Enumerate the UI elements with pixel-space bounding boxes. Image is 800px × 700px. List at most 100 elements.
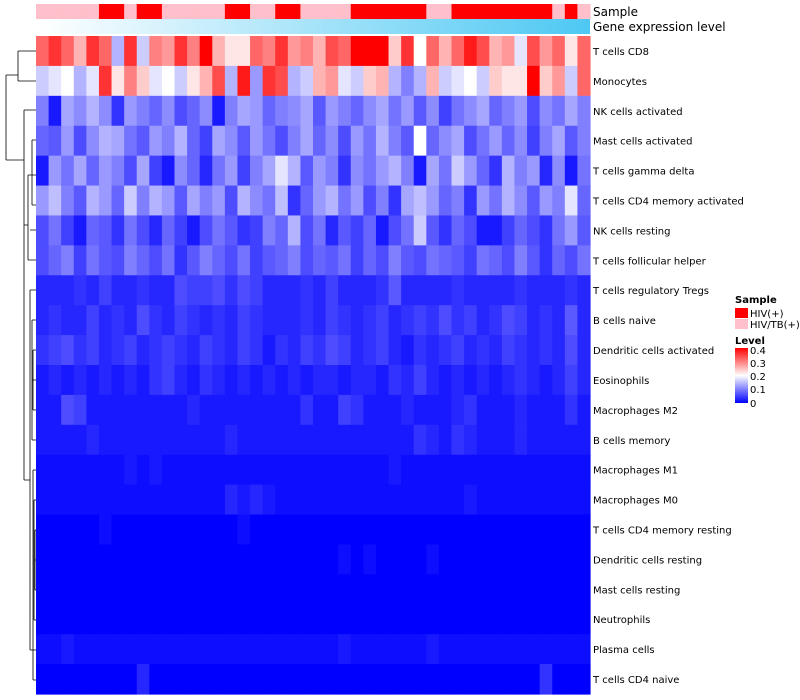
heatmap-cell [73,634,87,665]
heatmap-cell [48,125,62,157]
sample-annotation-cell [187,4,201,19]
heatmap-cell [174,604,188,635]
heatmap-cell [426,36,440,67]
heatmap-cell [199,664,213,695]
heatmap-cell [338,664,352,695]
heatmap-cell [36,365,50,396]
heatmap-cell [287,604,302,635]
heatmap-cell [350,275,364,306]
heatmap-cell [262,155,276,187]
heatmap-cell [313,634,327,665]
heatmap-cell [124,365,138,396]
heatmap-cell [501,514,516,546]
heatmap-cell [539,245,553,276]
heatmap-cell [413,215,427,246]
heatmap-cell [476,394,490,426]
sample-annotation-cell [161,4,176,19]
heatmap-cell [413,65,427,97]
heatmap-cell [174,634,188,665]
heatmap-cell [388,574,402,605]
heatmap-cell [363,245,377,276]
heatmap-cell [237,36,251,67]
heatmap-cell [287,454,302,486]
heatmap-cell [199,36,213,67]
heatmap-cell [527,155,541,187]
sample-annotation-cell [262,4,276,19]
heatmap-cell [212,335,226,366]
heatmap-cell [338,95,352,127]
heatmap-cell [413,454,427,486]
heatmap-cell [212,36,226,67]
heatmap-cell [199,365,213,396]
heatmap-cell [375,155,390,187]
heatmap-cell [36,454,50,486]
heatmap-cell [36,574,50,605]
heatmap-cell [287,514,302,546]
heatmap-cell [300,604,314,635]
heatmap-cell [161,335,176,366]
heatmap-cell [161,275,176,306]
heatmap-cell [98,365,113,396]
heatmap-cell [124,604,138,635]
heatmap-cell [401,65,415,97]
heatmap-cell [313,454,327,486]
heatmap-cell [489,454,503,486]
heatmap-cell [111,95,125,127]
heatmap-cell [224,36,239,67]
heatmap-cell [262,394,276,426]
heatmap-cell [124,245,138,276]
heatmap-cell [86,275,100,306]
heatmap-cell [187,574,201,605]
heatmap-cell [501,305,516,336]
heatmap-cell [187,664,201,695]
heatmap-cell [476,454,490,486]
heatmap-cell [451,574,465,605]
heatmap-cell [187,634,201,665]
heatmap-cell [438,394,453,426]
heatmap-cell [539,215,553,246]
heatmap-cell [388,544,402,575]
heatmap-cell [262,305,276,336]
heatmap-cell [212,574,226,605]
heatmap-cell [338,275,352,306]
heatmap-cell [313,604,327,635]
heatmap-cell [187,365,201,396]
heatmap-cell [250,424,264,456]
heatmap-cell [300,454,314,486]
heatmap-cell [476,604,490,635]
heatmap-cell [552,424,566,456]
heatmap-cell [212,634,226,665]
heatmap-cell [149,424,163,456]
heatmap-cell [250,185,264,217]
heatmap-cell [501,125,516,157]
heatmap-cell [325,335,339,366]
heatmap-cell [539,275,553,306]
heatmap-cell [187,424,201,456]
heatmap-cell [539,155,553,187]
heatmap-cell [476,155,490,187]
heatmap-cell [527,604,541,635]
heatmap-cell [527,394,541,426]
heatmap-cell [350,185,364,217]
heatmap-cell [111,155,125,187]
heatmap-cell [187,484,201,516]
heatmap-cell [388,305,402,336]
heatmap-cell [313,65,327,97]
heatmap-cell [350,65,364,97]
row-label: NK cells activated [593,107,683,118]
heatmap-cell [564,305,579,336]
heatmap-cell [224,335,239,366]
heatmap-cell [250,394,264,426]
heatmap-cell [61,454,75,486]
heatmap-cell [313,394,327,426]
heatmap-cell [350,365,364,396]
heatmap-cell [489,155,503,187]
heatmap-cell [124,335,138,366]
heatmap-cell [438,215,453,246]
heatmap-cell [98,215,113,246]
heatmap-cell [149,394,163,426]
heatmap-cell [111,275,125,306]
heatmap-cell [300,36,314,67]
legend-tick-0-3: 0.3 [750,359,766,370]
heatmap-cell [325,365,339,396]
